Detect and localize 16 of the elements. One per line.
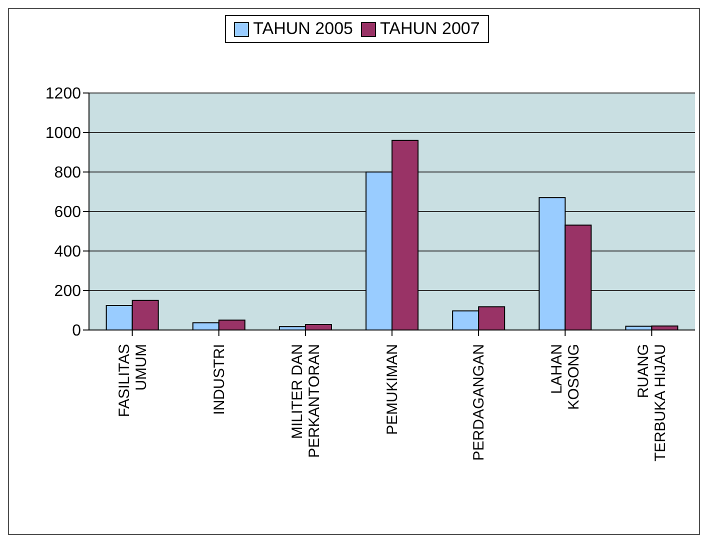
x-tick-label: LAHAN KOSONG bbox=[548, 344, 583, 410]
x-tick-label: FASILITAS UMUM bbox=[116, 344, 150, 418]
x-tick-label: PERDAGANGAN bbox=[470, 344, 488, 461]
y-tick-label: 600 bbox=[54, 204, 82, 222]
y-tick-label: 400 bbox=[54, 244, 82, 261]
legend-label: TAHUN 2007 bbox=[379, 19, 480, 39]
y-tick-label: 200 bbox=[54, 283, 82, 300]
y-tick-label: 0 bbox=[72, 322, 82, 340]
x-tick-label: INDUSTRI bbox=[210, 344, 228, 415]
x-tick-label: PEMUKIMAN bbox=[384, 344, 401, 435]
legend-label: TAHUN 2005 bbox=[252, 19, 353, 39]
x-tick-label: RUANG TERBUKA HIJAU bbox=[635, 344, 670, 462]
x-tick-label: MILITER DAN PERKANTORAN bbox=[288, 344, 323, 458]
y-tick-label: 800 bbox=[54, 164, 82, 182]
y-tick-label: 1200 bbox=[45, 86, 82, 103]
y-tick-label: 1000 bbox=[45, 125, 82, 142]
